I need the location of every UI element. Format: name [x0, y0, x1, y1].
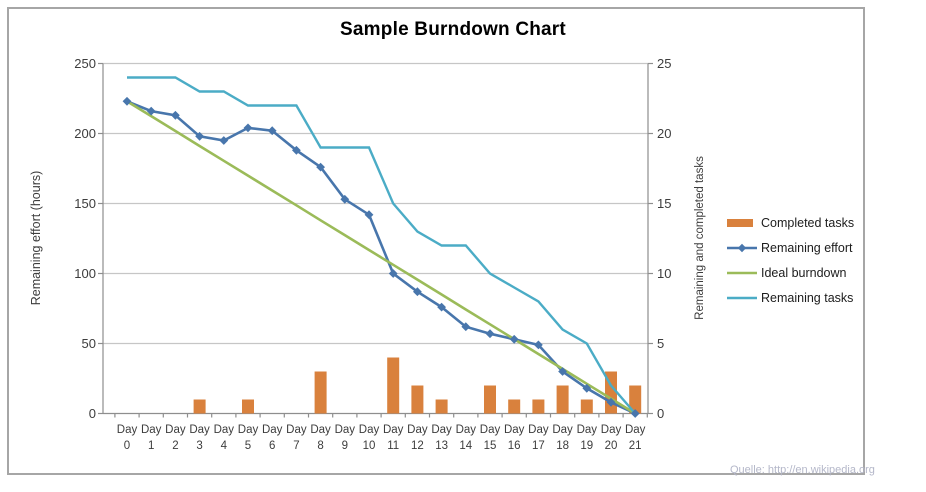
x-tick-label-day-1: Day 1 [140, 424, 162, 452]
remaining-effort-markers [122, 96, 640, 418]
x-tick-label-day-18: Day 18 [552, 424, 573, 452]
legend-label: Ideal burndown [761, 265, 847, 280]
series-ideal-burndown-line [126, 100, 636, 415]
x-tick-label-day-15: Day 15 [479, 424, 501, 452]
legend-label: Remaining tasks [761, 290, 854, 305]
legend-item-ideal-burndown: Ideal burndown [727, 260, 854, 285]
x-tick-label-day-6: Day 6 [261, 424, 283, 452]
x-tick-label-day-7: Day 7 [286, 424, 307, 452]
left-axis-tick-label: 100 [74, 265, 96, 281]
x-tick-label-day-12: Day 12 [407, 424, 428, 452]
x-tick-label-day-14: Day 14 [455, 424, 477, 452]
x-tick-label-day-4: Day 4 [213, 424, 235, 452]
x-tick-label-day-3: Day 3 [189, 424, 210, 452]
source-note: Quelle: http://en.wikipedia.org [730, 464, 875, 476]
x-tick-label-day-20: Day 20 [600, 424, 622, 452]
legend-item-completed-tasks: Completed tasks [727, 210, 854, 235]
x-tick-label-day-21: Day 21 [624, 424, 646, 452]
x-tick-label-day-17: Day 17 [528, 424, 549, 452]
series-completed-tasks-bars [193, 357, 642, 414]
legend-swatch-bar [727, 218, 753, 227]
legend-swatch-line [727, 243, 757, 252]
right-axis-tick-label: 20 [657, 125, 672, 141]
legend: Completed tasks Remaining effort Ideal bur… [727, 210, 854, 310]
x-tick-label-day-0: Day 0 [116, 424, 138, 452]
x-tick-label-day-13: Day 13 [431, 424, 452, 452]
right-axis-tick-label: 25 [657, 55, 672, 71]
right-axis-tick-label: 15 [657, 195, 672, 211]
series-remaining-effort-line [126, 100, 636, 415]
x-tick-label-day-11: Day 11 [382, 424, 404, 452]
series-remaining-tasks-line [127, 76, 637, 415]
x-tick-label-day-5: Day 5 [237, 424, 259, 452]
left-axis-tick-label: 250 [74, 55, 96, 71]
chart-title: Sample Burndown Chart [340, 19, 566, 40]
legend-label: Remaining effort [761, 240, 853, 255]
legend-swatch-line [727, 296, 757, 299]
x-tick-label-day-8: Day 8 [310, 424, 331, 452]
right-axis-tick-label: 5 [657, 335, 665, 351]
legend-swatch-line [727, 271, 757, 274]
right-axis-tick-label: 0 [657, 405, 665, 421]
x-tick-label-day-9: Day 9 [334, 424, 356, 452]
left-axis-tick-label: 50 [81, 335, 96, 351]
legend-label: Completed tasks [761, 215, 855, 230]
x-tick-label-day-2: Day 2 [165, 424, 186, 452]
gridlines [103, 62, 648, 345]
left-axis-tick-label: 200 [74, 125, 96, 141]
chart-border [7, 7, 865, 475]
legend-item-remaining-effort: Remaining effort [727, 235, 854, 260]
x-tick-label-day-19: Day 19 [576, 424, 598, 452]
left-axis-tick-label: 150 [74, 195, 96, 211]
left-axis-tick-label: 0 [88, 405, 96, 421]
axes [98, 62, 653, 418]
x-tick-label-day-10: Day 10 [358, 424, 380, 452]
right-axis-tick-label: 10 [657, 265, 672, 281]
x-tick-label-day-16: Day 16 [503, 424, 525, 452]
legend-item-remaining-tasks: Remaining tasks [727, 285, 854, 310]
